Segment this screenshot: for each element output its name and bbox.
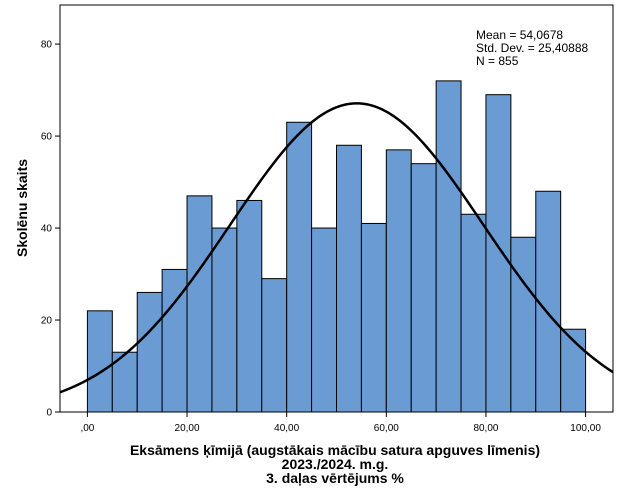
x-tick-label: 80,00 [473, 423, 498, 434]
histogram-bar [485, 94, 512, 413]
histogram-bar [410, 163, 437, 413]
histogram-bar [286, 121, 313, 413]
stats-mean-label: Mean = 54,0678 [476, 28, 563, 42]
x-tick-label: 100,00 [570, 423, 601, 434]
histogram-bar [560, 328, 587, 413]
y-tick-label: 60 [41, 132, 53, 143]
y-tick-label: 80 [41, 40, 53, 51]
stats-n-label: N = 855 [476, 54, 519, 68]
x-axis: ,00 20,00 40,00 60,00 80,00 100,00 [80, 412, 601, 434]
histogram-bars [86, 80, 587, 413]
histogram-bar [360, 222, 387, 413]
x-axis-title-line-1: Eksāmens ķīmijā (augstākais mācību satur… [130, 442, 540, 458]
histogram-bar [111, 351, 138, 413]
histogram-bar [460, 213, 487, 413]
histogram-bar [236, 199, 263, 413]
x-tick-label: 60,00 [374, 423, 399, 434]
y-tick-label: 0 [46, 408, 52, 419]
histogram-bar [136, 291, 163, 413]
histogram-bar [510, 236, 537, 413]
y-tick-label: 20 [41, 316, 53, 327]
x-tick-label: 40,00 [274, 423, 299, 434]
histogram-bar [311, 227, 337, 413]
histogram-bar [535, 190, 562, 413]
histogram-bar [211, 227, 238, 413]
histogram-bar [186, 195, 213, 413]
x-tick-label: ,00 [80, 423, 94, 434]
x-tick-label: 20,00 [175, 423, 200, 434]
stats-std-dev-label: Std. Dev. = 25,40888 [476, 41, 589, 55]
x-axis-title-line-2: 2023./2024. m.g. [282, 456, 389, 472]
normal-distribution-curve [59, 102, 614, 394]
y-axis: 0 20 40 60 80 [41, 40, 60, 419]
x-axis-title-line-3: 3. daļas vērtējums % [266, 470, 404, 486]
histogram-bar [435, 80, 462, 413]
histogram-bar [86, 310, 113, 413]
histogram-bar [385, 149, 412, 413]
histogram-bar [336, 144, 362, 413]
plot-area-frame [59, 4, 614, 413]
y-tick-label: 40 [41, 224, 53, 235]
histogram-bar [261, 278, 288, 413]
y-axis-title: Skolēnu skaits [14, 159, 30, 257]
